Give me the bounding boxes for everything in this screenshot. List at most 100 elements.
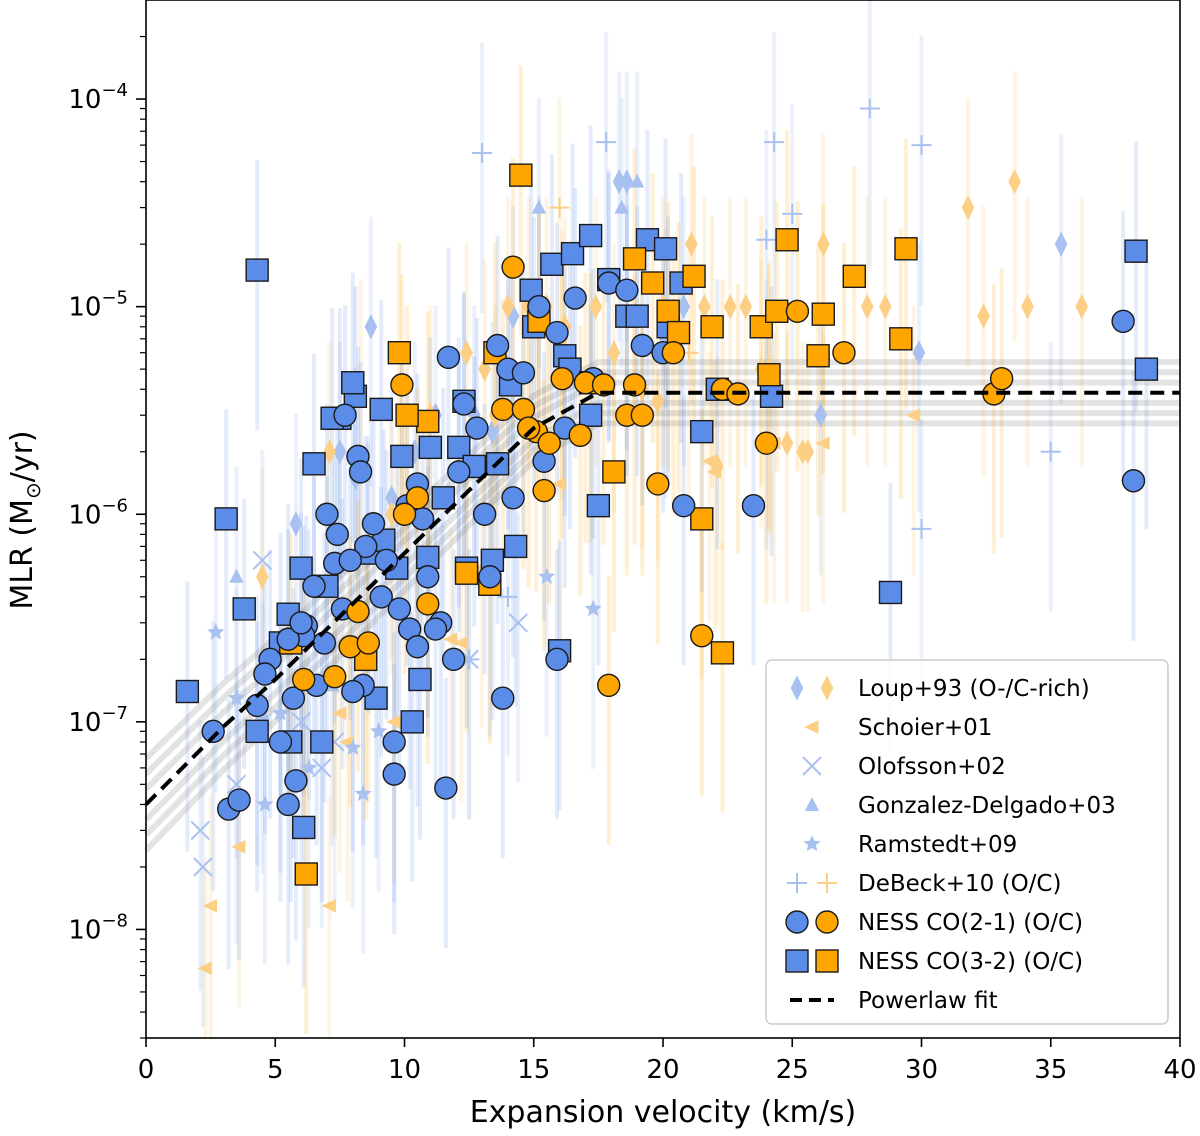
- data-point: [202, 898, 218, 913]
- series-debeck-10-o-rich-: [459, 98, 1061, 670]
- legend-item: Schoier+01: [804, 715, 992, 741]
- legend-marker: [802, 756, 822, 776]
- data-point: [759, 384, 784, 408]
- data-point: [806, 344, 830, 368]
- data-point: [532, 478, 556, 503]
- plot-area: [143, 0, 1180, 1038]
- data-point: [706, 465, 722, 479]
- data-point: [1040, 441, 1061, 462]
- data-point: [578, 223, 603, 248]
- legend-label: Loup+93 (O-/C-rich): [858, 676, 1090, 702]
- data-point: [271, 704, 289, 721]
- legend-label: Gonzalez-Delgado+03: [858, 793, 1116, 819]
- data-point: [961, 195, 975, 221]
- data-point: [341, 679, 365, 704]
- data-point: [232, 597, 256, 621]
- data-point: [584, 599, 602, 617]
- data-point: [443, 632, 458, 647]
- data-point: [801, 439, 815, 465]
- data-point: [1075, 294, 1089, 320]
- data-point: [478, 565, 502, 589]
- data-point: [325, 522, 349, 547]
- data-point: [614, 199, 629, 214]
- data-point: [386, 715, 401, 729]
- data-point: [1054, 231, 1068, 257]
- data-point: [911, 518, 932, 539]
- data-point: [756, 229, 777, 250]
- x-axis-label: Expansion velocity (km/s): [470, 1095, 857, 1130]
- data-point: [651, 388, 665, 414]
- data-point: [630, 333, 655, 358]
- data-point: [666, 320, 691, 345]
- data-point: [400, 710, 424, 734]
- legend-item: DeBeck+10 (O/C): [787, 871, 1061, 897]
- data-point: [289, 611, 313, 635]
- data-point: [302, 452, 326, 476]
- data-point: [434, 776, 458, 800]
- data-point: [338, 548, 362, 573]
- fit-band-line: [143, 379, 1180, 792]
- legend-item: Olofsson+02: [802, 754, 1006, 780]
- data-point: [369, 585, 393, 609]
- data-point: [408, 667, 432, 692]
- data-point: [723, 294, 737, 320]
- data-point: [256, 564, 269, 590]
- data-point: [323, 665, 347, 689]
- data-point: [739, 294, 753, 320]
- data-point: [289, 511, 303, 537]
- data-point: [551, 477, 566, 491]
- x-tick-label: 30: [905, 1055, 938, 1085]
- x-tick-label: 20: [646, 1055, 679, 1085]
- data-point: [354, 784, 372, 802]
- legend-label: NESS CO(2-1) (O/C): [858, 910, 1083, 936]
- data-point: [312, 758, 332, 778]
- data-point: [387, 341, 412, 365]
- legend-label: Powerlaw fit: [858, 988, 998, 1014]
- data-point: [615, 278, 639, 302]
- data-point: [516, 416, 541, 440]
- data-point: [622, 247, 647, 271]
- data-point: [491, 686, 515, 710]
- data-point: [661, 341, 686, 365]
- data-point: [741, 493, 766, 518]
- data-point: [201, 719, 225, 744]
- data-point: [911, 135, 932, 156]
- data-point: [537, 431, 561, 455]
- data-point: [625, 304, 649, 328]
- data-point: [894, 237, 918, 261]
- data-point: [671, 493, 696, 518]
- data-point: [354, 534, 378, 559]
- data-point: [860, 294, 874, 320]
- data-point: [175, 679, 200, 704]
- data-point: [229, 568, 244, 583]
- data-point: [364, 314, 378, 340]
- data-point: [1021, 294, 1034, 320]
- data-point: [878, 580, 903, 605]
- data-point: [333, 439, 347, 465]
- data-point: [348, 460, 373, 484]
- data-point: [441, 647, 466, 672]
- data-point: [540, 252, 564, 276]
- data-point: [312, 631, 337, 655]
- data-point: [549, 197, 570, 218]
- y-tick-label: 10−7: [68, 703, 128, 738]
- data-point: [472, 502, 497, 526]
- data-point: [560, 241, 585, 266]
- data-point: [333, 403, 357, 427]
- legend-label: Schoier+01: [858, 715, 992, 741]
- data-point: [1124, 239, 1148, 263]
- data-point: [276, 627, 300, 651]
- data-point: [253, 662, 277, 686]
- data-point: [289, 556, 313, 580]
- data-point: [1121, 469, 1146, 493]
- data-point: [612, 169, 626, 195]
- powerlaw-fit-line: [144, 390, 1180, 806]
- data-point: [315, 502, 339, 526]
- data-point: [646, 472, 670, 496]
- series-ramstedt-09: [207, 567, 602, 812]
- data-point: [214, 507, 238, 531]
- data-point: [656, 299, 680, 323]
- data-point: [321, 898, 336, 913]
- data-point: [472, 142, 493, 163]
- data-point: [284, 769, 308, 793]
